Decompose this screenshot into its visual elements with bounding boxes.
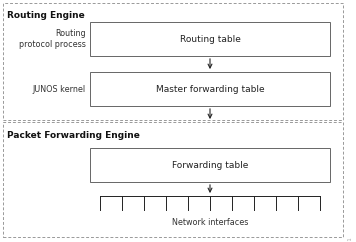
Text: Routing Engine: Routing Engine: [7, 11, 85, 20]
Bar: [90, 72, 330, 106]
Text: Network interfaces: Network interfaces: [172, 218, 248, 227]
Text: Routing
protocol process: Routing protocol process: [19, 29, 86, 49]
Text: Routing table: Routing table: [179, 35, 240, 44]
Bar: [3, 3, 343, 120]
Text: Forwarding table: Forwarding table: [172, 160, 248, 169]
Text: T1-51: T1-51: [348, 237, 353, 242]
Bar: [90, 148, 330, 182]
Bar: [3, 122, 343, 237]
Text: Packet Forwarding Engine: Packet Forwarding Engine: [7, 131, 140, 140]
Bar: [90, 22, 330, 56]
Text: Master forwarding table: Master forwarding table: [156, 84, 264, 93]
Text: JUNOS kernel: JUNOS kernel: [33, 84, 86, 93]
